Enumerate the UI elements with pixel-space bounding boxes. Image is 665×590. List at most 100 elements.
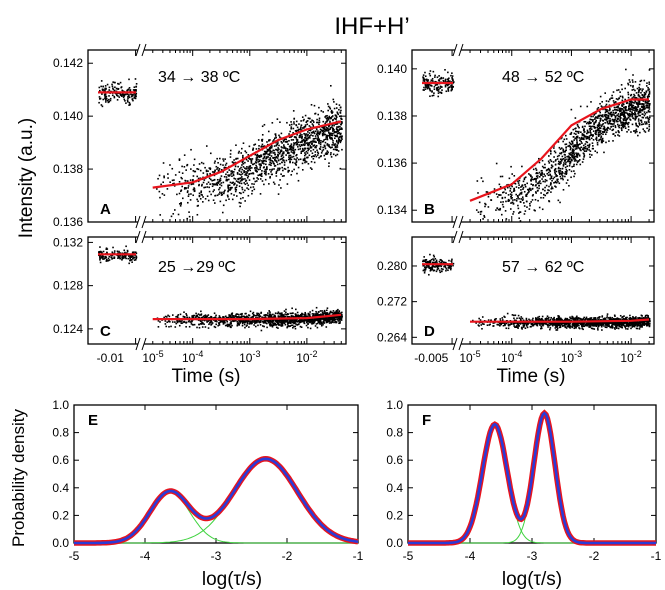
data-point xyxy=(227,323,230,326)
data-point xyxy=(192,178,194,181)
data-point xyxy=(299,148,302,150)
data-point xyxy=(252,315,254,318)
data-point xyxy=(429,70,432,72)
data-point xyxy=(550,160,553,163)
data-point xyxy=(627,123,629,126)
data-point xyxy=(291,146,293,149)
data-point xyxy=(262,157,264,160)
data-point xyxy=(607,122,610,125)
data-point xyxy=(429,95,431,98)
data-point xyxy=(523,178,526,181)
data-point xyxy=(134,251,137,254)
data-point xyxy=(258,145,260,147)
data-point xyxy=(210,323,213,326)
data-point xyxy=(156,188,158,190)
data-point xyxy=(640,121,643,123)
data-point xyxy=(331,112,333,114)
data-point xyxy=(452,81,455,84)
data-point xyxy=(331,134,334,137)
data-point xyxy=(116,250,119,253)
data-point xyxy=(611,123,614,125)
data-point xyxy=(423,79,426,82)
data-point xyxy=(198,183,200,186)
data-point xyxy=(562,164,565,166)
data-point xyxy=(307,137,309,140)
data-point xyxy=(495,209,497,211)
data-point xyxy=(263,183,265,186)
data-point xyxy=(167,314,169,317)
data-point xyxy=(190,193,192,195)
data-point xyxy=(641,90,644,92)
data-point xyxy=(320,323,322,325)
data-point xyxy=(602,115,604,118)
data-point xyxy=(107,101,110,104)
data-point xyxy=(544,189,546,192)
data-point xyxy=(117,257,119,260)
data-point xyxy=(336,130,339,133)
data-point xyxy=(261,170,263,172)
axis-break-mark xyxy=(141,215,147,229)
data-point xyxy=(157,320,160,322)
data-point xyxy=(331,115,334,117)
data-point xyxy=(562,188,565,191)
data-point xyxy=(264,172,266,175)
data-point xyxy=(338,108,340,111)
data-point xyxy=(296,143,299,146)
data-point xyxy=(327,118,330,121)
data-point xyxy=(530,189,532,192)
data-point xyxy=(130,256,132,258)
data-point xyxy=(306,134,309,137)
data-point xyxy=(244,174,246,176)
data-point xyxy=(637,91,640,94)
data-point xyxy=(545,192,548,195)
data-point xyxy=(633,102,635,104)
data-point xyxy=(555,181,558,184)
data-point xyxy=(504,188,507,191)
data-point xyxy=(566,179,569,181)
plot-frame xyxy=(411,236,655,345)
data-point xyxy=(261,125,264,128)
data-point xyxy=(551,165,554,168)
data-point xyxy=(202,315,205,318)
data-point xyxy=(560,152,562,155)
data-point xyxy=(440,76,443,79)
data-point xyxy=(596,129,599,132)
data-point xyxy=(619,115,621,118)
data-point xyxy=(270,315,273,318)
data-point xyxy=(599,130,602,132)
data-point xyxy=(318,123,320,126)
data-point xyxy=(532,168,535,171)
data-point xyxy=(333,143,335,146)
data-point xyxy=(267,153,270,156)
data-point xyxy=(106,251,108,254)
data-point xyxy=(227,178,230,181)
data-point xyxy=(185,321,188,324)
data-point xyxy=(590,101,592,103)
data-point xyxy=(539,180,541,182)
data-point xyxy=(569,148,572,151)
data-point xyxy=(640,106,643,108)
data-point xyxy=(317,136,320,139)
data-point xyxy=(626,117,628,120)
data-point xyxy=(641,116,644,119)
data-point xyxy=(268,154,271,156)
data-point xyxy=(127,96,129,98)
data-point xyxy=(601,123,603,126)
data-point xyxy=(304,161,306,164)
data-point xyxy=(108,98,110,101)
data-point xyxy=(306,147,309,150)
data-point xyxy=(593,114,596,116)
data-point xyxy=(326,312,328,315)
data-point xyxy=(569,156,571,159)
data-point xyxy=(315,144,318,147)
data-point xyxy=(571,141,574,144)
data-point xyxy=(242,315,244,318)
data-point xyxy=(210,315,212,318)
data-point xyxy=(231,175,233,178)
data-point xyxy=(340,132,342,135)
data-point xyxy=(339,111,342,114)
data-point xyxy=(291,319,294,321)
data-point xyxy=(228,315,231,317)
data-point xyxy=(536,177,539,179)
data-point xyxy=(593,123,595,125)
